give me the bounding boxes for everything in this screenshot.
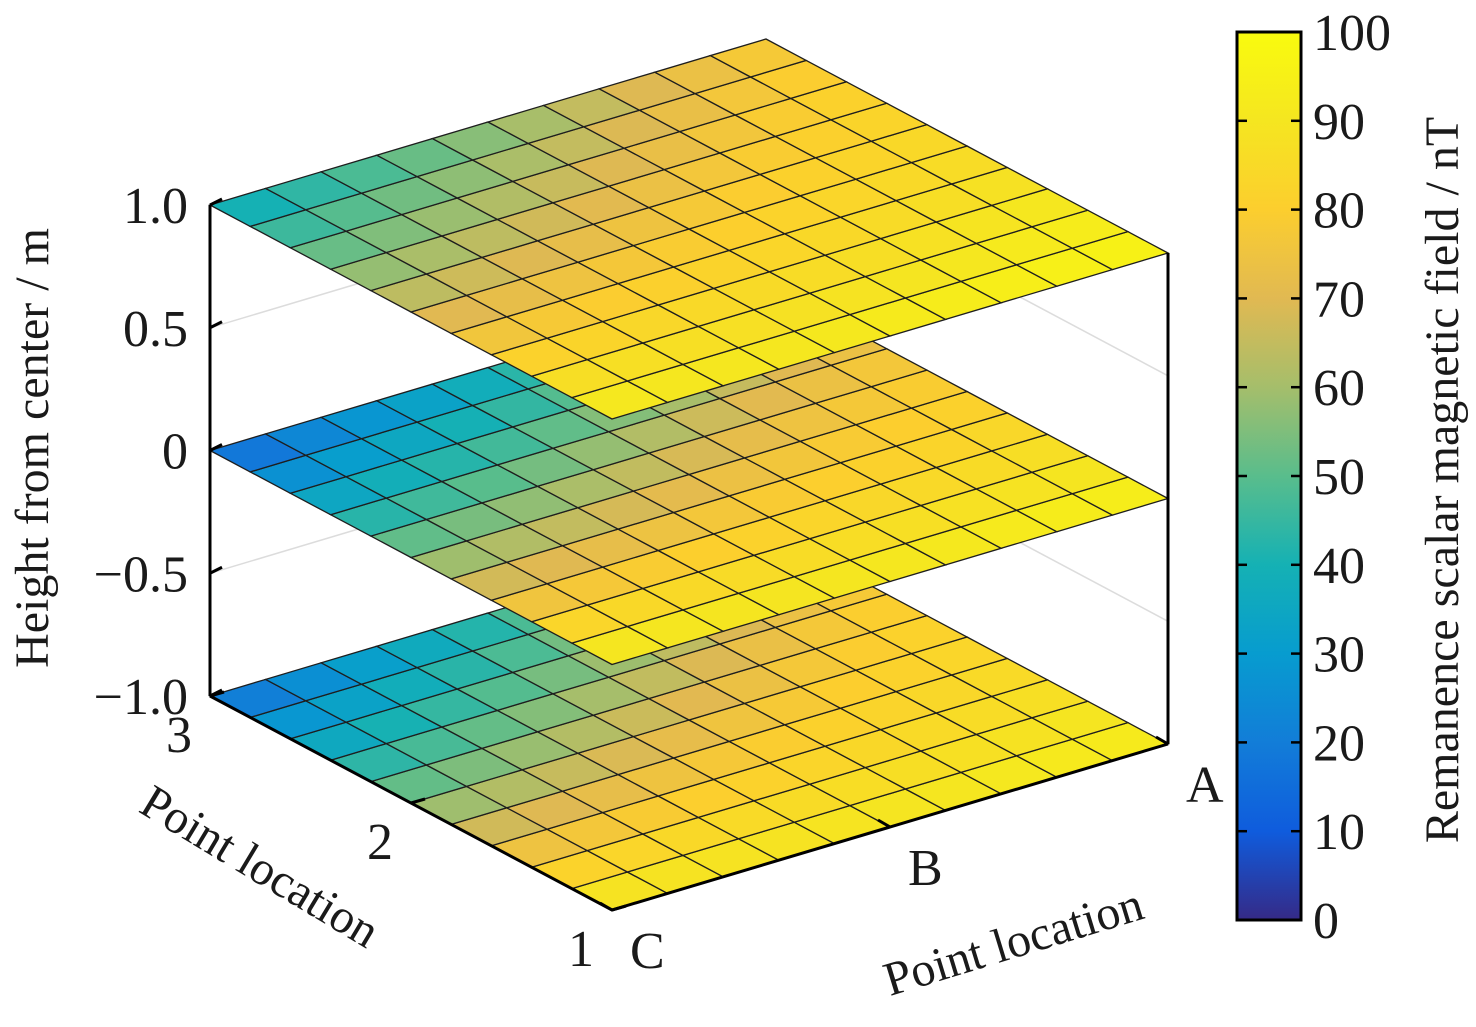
z-tick-mark	[209, 443, 223, 452]
z-tick-label: −0.5	[94, 546, 188, 603]
y-tick-label: 1	[568, 921, 594, 978]
colorbar: 0 10 20 30 40 50 60 70 80 90 100 Remanence scalar …	[1235, 5, 1469, 950]
z-tick-label: 0.5	[123, 301, 188, 358]
x-tick-label: C	[630, 923, 665, 980]
x-tick-label: A	[1186, 757, 1224, 814]
slice-1	[208, 38, 1170, 420]
surface-slices	[208, 38, 1170, 911]
y-tick-label: 3	[166, 707, 192, 764]
colorbar-tick-label: 20	[1313, 715, 1365, 772]
x-axis-label: Point location	[878, 878, 1150, 1007]
colorbar-tick-label: 100	[1313, 5, 1391, 62]
colorbar-tick-label: 60	[1313, 360, 1365, 417]
surface-cell	[708, 38, 808, 78]
axis-ticks: −1.0 −0.5 0 0.5 1.0 1 2 3 C B A	[94, 178, 1224, 980]
colorbar-tick-label: 70	[1313, 271, 1365, 328]
y-tick-mark	[611, 904, 627, 912]
x-tick-mark	[877, 818, 891, 829]
z-tick-label: 0	[162, 424, 188, 481]
x-tick-mark	[1155, 735, 1169, 746]
y-axis-label: Point location	[131, 775, 388, 958]
colorbar-tick-label: 10	[1313, 804, 1365, 861]
colorbar-ticks: 0 10 20 30 40 50 60 70 80 90 100	[1237, 5, 1391, 950]
z-tick-mark	[209, 565, 223, 575]
colorbar-tick-label: 0	[1313, 893, 1339, 950]
z-tick-mark	[209, 197, 223, 207]
z-tick-label: 1.0	[123, 178, 188, 235]
colorbar-tick-label: 30	[1313, 627, 1365, 684]
slice--1	[208, 529, 1170, 911]
z-axis-label: Height from center / m	[6, 228, 59, 668]
z-tick-mark	[209, 320, 223, 330]
y-tick-mark	[410, 797, 426, 805]
colorbar-tick-label: 90	[1313, 94, 1365, 151]
y-tick-mark	[209, 690, 225, 698]
colorbar-tick-label: 80	[1313, 183, 1365, 240]
x-tick-label: B	[908, 840, 943, 897]
z-tick-label: −1.0	[94, 669, 188, 726]
y-tick-label: 2	[367, 814, 393, 871]
x-tick-mark	[599, 901, 613, 912]
colorbar-label: Remanence scalar magnetic field / nT	[1416, 117, 1469, 843]
colorbar-tick-label: 40	[1313, 538, 1365, 595]
colorbar-tick-label: 50	[1313, 449, 1365, 506]
